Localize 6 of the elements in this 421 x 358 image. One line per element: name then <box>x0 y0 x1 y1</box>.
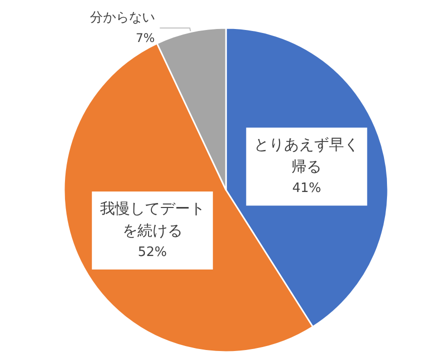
data-label: 41% <box>292 181 322 196</box>
slice-label: 分からない <box>90 10 155 26</box>
data-label: 52% <box>138 244 167 260</box>
slice-label: とりあえず早く帰る <box>254 136 360 176</box>
data-label: 7% <box>136 31 155 45</box>
slice-label: 我慢してデートを続ける <box>100 199 205 240</box>
